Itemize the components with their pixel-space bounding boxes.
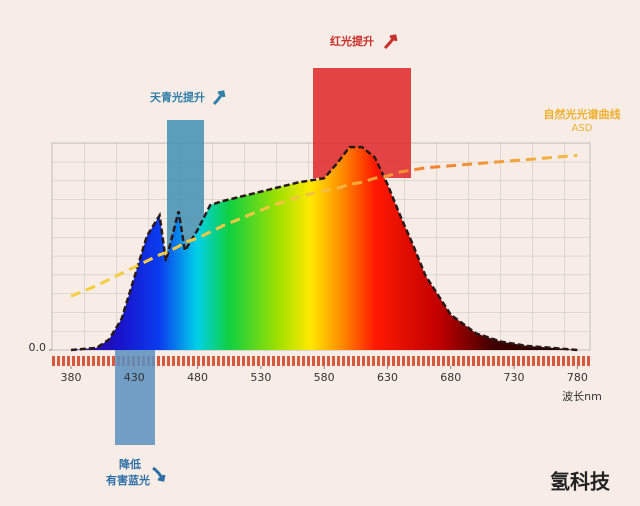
x-tick-label: 730 xyxy=(504,371,525,384)
tick-strip xyxy=(52,356,590,366)
x-tick-label: 480 xyxy=(187,371,208,384)
spectrum-area xyxy=(70,147,578,350)
blue-reduce-bar xyxy=(115,350,155,445)
x-tick-label: 530 xyxy=(250,371,271,384)
x-tick-label: 380 xyxy=(60,371,81,384)
x-tick-label: 580 xyxy=(314,371,335,384)
x-tick-label: 430 xyxy=(124,371,145,384)
arrow xyxy=(383,34,398,50)
watermark: 氢科技 xyxy=(550,470,611,494)
x-axis-label: 波长nm xyxy=(562,390,602,403)
x-tick-label: 680 xyxy=(440,371,461,384)
annotation: 天青光提升 xyxy=(150,90,205,104)
annotation: 有害蓝光 xyxy=(106,473,150,487)
x-tick-label: 630 xyxy=(377,371,398,384)
x-tick-label: 780 xyxy=(567,371,588,384)
arrow xyxy=(212,90,226,106)
asd-line xyxy=(70,153,578,298)
arrow xyxy=(152,466,166,482)
annotation: 红光提升 xyxy=(330,34,374,48)
annotation: 降低 xyxy=(119,457,141,471)
y-tick-label: 0.0 xyxy=(29,341,47,354)
legend-label: ASD xyxy=(572,123,593,134)
legend-label: 自然光光谱曲线 xyxy=(544,107,621,121)
